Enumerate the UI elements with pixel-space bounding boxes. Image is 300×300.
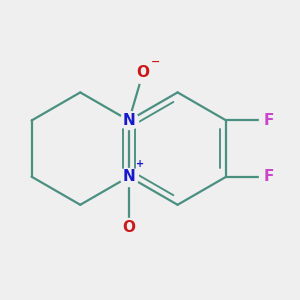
Text: N: N [123,169,135,184]
Text: N: N [123,113,135,128]
Text: +: + [136,159,144,169]
Text: O: O [122,220,135,235]
Text: O: O [136,65,149,80]
Text: F: F [263,169,274,184]
Text: F: F [263,113,274,128]
Text: −: − [151,56,160,67]
